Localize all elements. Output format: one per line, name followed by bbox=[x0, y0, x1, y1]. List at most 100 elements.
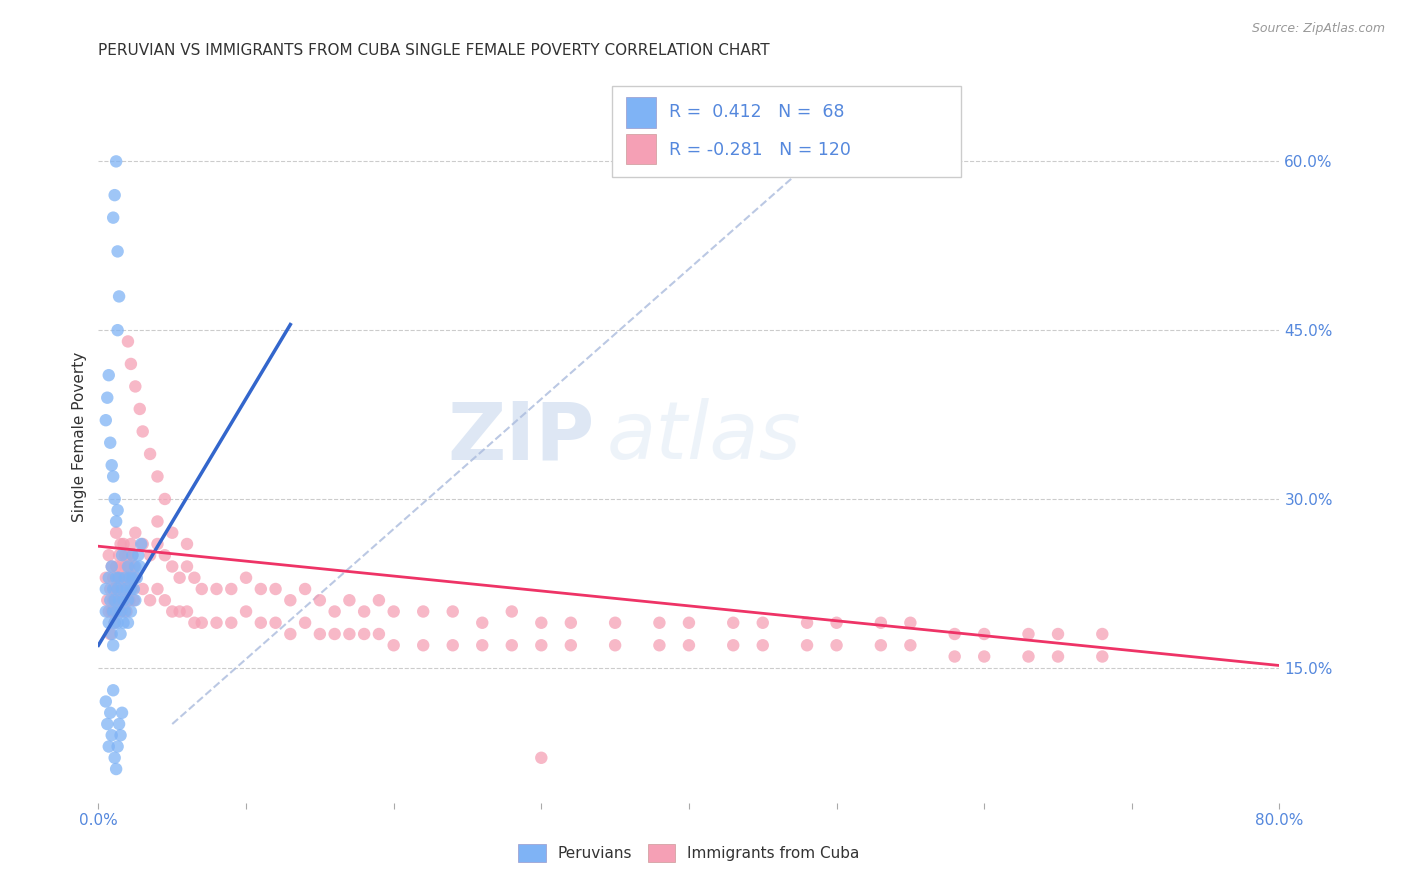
Point bbox=[309, 593, 332, 607]
Legend: Peruvians, Immigrants from Cuba: Peruvians, Immigrants from Cuba bbox=[512, 838, 866, 868]
Point bbox=[97, 615, 120, 630]
Point bbox=[107, 244, 129, 259]
Point bbox=[104, 615, 127, 630]
Point bbox=[176, 559, 198, 574]
Point bbox=[108, 289, 131, 303]
Point bbox=[900, 638, 922, 652]
Point bbox=[105, 154, 128, 169]
Point bbox=[796, 615, 818, 630]
Point bbox=[118, 593, 141, 607]
Point bbox=[146, 537, 169, 551]
Point bbox=[648, 638, 671, 652]
Point bbox=[111, 605, 134, 619]
Point bbox=[97, 571, 120, 585]
Point bbox=[110, 559, 132, 574]
Point bbox=[169, 605, 191, 619]
Point bbox=[205, 615, 228, 630]
Text: R =  0.412   N =  68: R = 0.412 N = 68 bbox=[669, 103, 845, 121]
Point bbox=[368, 627, 391, 641]
Text: R = -0.281   N = 120: R = -0.281 N = 120 bbox=[669, 141, 851, 160]
Point bbox=[796, 638, 818, 652]
Point bbox=[100, 605, 122, 619]
Point bbox=[105, 593, 128, 607]
Point bbox=[125, 571, 148, 585]
Point bbox=[104, 593, 127, 607]
Point bbox=[100, 627, 122, 641]
Point bbox=[94, 605, 117, 619]
Point bbox=[104, 582, 127, 596]
Point bbox=[117, 615, 139, 630]
Point bbox=[530, 638, 553, 652]
Point bbox=[94, 571, 117, 585]
Point bbox=[294, 615, 316, 630]
Point bbox=[162, 605, 183, 619]
Point bbox=[560, 638, 582, 652]
Point bbox=[97, 548, 120, 562]
Point bbox=[441, 605, 464, 619]
Point bbox=[120, 357, 142, 371]
Point bbox=[382, 605, 405, 619]
Point bbox=[118, 559, 141, 574]
Point bbox=[114, 548, 136, 562]
Point bbox=[114, 605, 136, 619]
Point bbox=[108, 717, 131, 731]
Point bbox=[153, 548, 176, 562]
Point bbox=[97, 739, 120, 754]
Point bbox=[560, 615, 582, 630]
Point bbox=[103, 469, 125, 483]
Y-axis label: Single Female Poverty: Single Female Poverty bbox=[72, 352, 87, 522]
Point bbox=[107, 605, 129, 619]
Point bbox=[105, 525, 128, 540]
Point bbox=[1091, 649, 1114, 664]
Point bbox=[869, 638, 891, 652]
Point bbox=[107, 615, 129, 630]
Point bbox=[751, 615, 773, 630]
Point bbox=[118, 571, 141, 585]
Point bbox=[219, 615, 242, 630]
Point bbox=[235, 605, 257, 619]
Point bbox=[146, 469, 169, 483]
Point bbox=[368, 593, 391, 607]
Point bbox=[121, 582, 143, 596]
Point bbox=[605, 638, 627, 652]
Point bbox=[111, 548, 134, 562]
Point bbox=[103, 683, 125, 698]
Point bbox=[103, 582, 125, 596]
Point bbox=[122, 593, 145, 607]
Point bbox=[104, 188, 127, 202]
Point bbox=[162, 559, 183, 574]
Point bbox=[107, 582, 129, 596]
Point bbox=[124, 525, 146, 540]
Point bbox=[943, 649, 966, 664]
Point bbox=[110, 605, 132, 619]
Point bbox=[114, 571, 136, 585]
Point bbox=[107, 323, 129, 337]
Point bbox=[139, 447, 162, 461]
Point bbox=[115, 605, 138, 619]
Point bbox=[122, 559, 145, 574]
Point bbox=[751, 638, 773, 652]
Point bbox=[103, 593, 125, 607]
Point bbox=[1046, 627, 1069, 641]
Point bbox=[98, 582, 121, 596]
Point bbox=[117, 548, 139, 562]
Point bbox=[98, 593, 121, 607]
Bar bbox=[626, 134, 655, 164]
Point bbox=[114, 559, 136, 574]
Point bbox=[110, 627, 132, 641]
Point bbox=[96, 593, 118, 607]
Point bbox=[127, 548, 149, 562]
Point bbox=[825, 615, 848, 630]
Point bbox=[110, 728, 132, 742]
Point bbox=[146, 515, 169, 529]
Point bbox=[117, 559, 139, 574]
Point bbox=[973, 627, 995, 641]
Text: Source: ZipAtlas.com: Source: ZipAtlas.com bbox=[1251, 22, 1385, 36]
Point bbox=[121, 548, 143, 562]
Point bbox=[128, 559, 150, 574]
Point bbox=[100, 559, 122, 574]
Point bbox=[105, 762, 128, 776]
Point bbox=[278, 627, 302, 641]
Point bbox=[94, 582, 117, 596]
Point bbox=[132, 582, 155, 596]
